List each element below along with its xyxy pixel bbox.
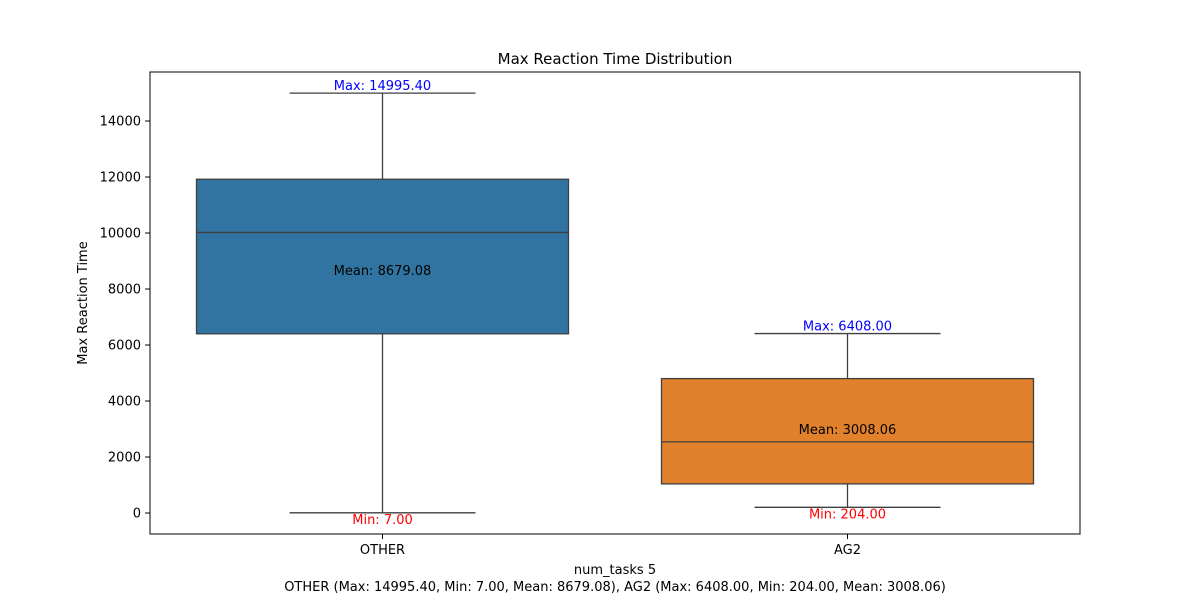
- box-other: [195, 178, 570, 335]
- y-tick-label: 12000: [100, 171, 141, 186]
- y-tick-label: 14000: [100, 115, 141, 130]
- y-tick-label: 2000: [108, 451, 141, 466]
- x-tick-label: AG2: [834, 543, 861, 558]
- y-tick-label: 0: [133, 507, 141, 522]
- min-label: Min: 7.00: [352, 513, 413, 528]
- max-label: Max: 6408.00: [803, 320, 892, 335]
- x-tick-label: OTHER: [360, 543, 405, 558]
- mean-label: Mean: 8679.08: [334, 264, 432, 279]
- mean-label: Mean: 3008.06: [799, 423, 897, 438]
- y-tick-label: 6000: [108, 339, 141, 354]
- min-label: Min: 204.00: [809, 507, 886, 522]
- plot-area: 0 2000 4000 6000 8000 10000 12000 14000 Max: 149…: [100, 71, 1081, 558]
- y-tick-label: 10000: [100, 227, 141, 242]
- axes-frame: [149, 71, 1081, 535]
- y-tick-label: 4000: [108, 395, 141, 410]
- box-ag2: [660, 377, 1035, 485]
- x-axis-label: num_tasks 5: [574, 563, 656, 578]
- y-tick-label: 8000: [108, 283, 141, 298]
- chart-footer: OTHER (Max: 14995.40, Min: 7.00, Mean: 8…: [284, 580, 946, 595]
- y-axis-label: Max Reaction Time: [76, 241, 91, 364]
- max-label: Max: 14995.40: [334, 79, 431, 94]
- chart-title: Max Reaction Time Distribution: [498, 50, 733, 68]
